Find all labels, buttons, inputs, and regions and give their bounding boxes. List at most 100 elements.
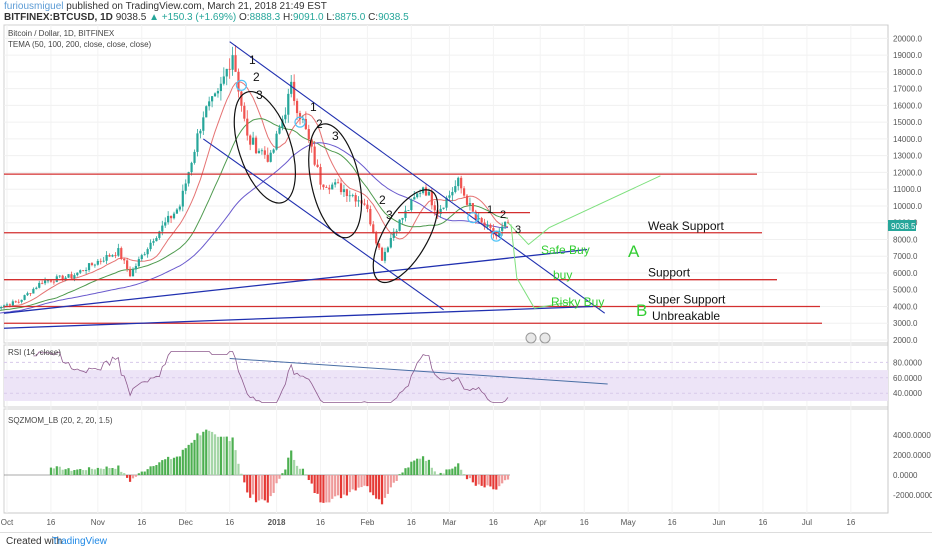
time-tick-label: Apr <box>534 518 547 527</box>
price-tick-label: 13000.0 <box>893 152 922 161</box>
candle-body <box>35 287 38 289</box>
sqz-bar <box>310 475 313 484</box>
time-tick-label: 16 <box>316 518 325 527</box>
time-tick-label: Nov <box>91 518 105 527</box>
point-a-label: A <box>628 242 640 261</box>
rsi-tick-label: 80.0000 <box>893 358 922 367</box>
sqz-bar <box>99 468 102 475</box>
sqz-bar <box>492 475 495 490</box>
candle-body <box>506 221 510 223</box>
wave-ellipse <box>372 189 439 284</box>
candle-body <box>448 195 451 198</box>
rsi-tick-label: 40.0000 <box>893 389 922 398</box>
candle-body <box>231 55 234 70</box>
close-label: C: <box>368 12 379 23</box>
candle-body <box>284 114 287 120</box>
sqz-bar <box>360 475 363 488</box>
candle-body <box>87 263 91 271</box>
sqz-bar <box>257 475 261 501</box>
publish-line: furiousmiguel published on TradingView.c… <box>4 1 327 12</box>
sqz-bar <box>208 430 211 475</box>
sqz-bar <box>448 469 451 475</box>
sqz-bar <box>348 475 351 493</box>
candle-body <box>413 197 416 200</box>
candle-body <box>196 133 199 152</box>
sqz-bar <box>401 472 404 475</box>
candle-body <box>181 190 184 207</box>
high-label: H: <box>282 12 293 23</box>
candle-body <box>161 225 164 232</box>
sqz-bar <box>495 475 498 490</box>
sqz-bar <box>313 475 316 494</box>
sqz-bar <box>205 429 208 475</box>
candle-body <box>460 177 463 189</box>
wave-3c-label: 3 <box>386 208 393 222</box>
wave-marker-circle <box>490 230 502 242</box>
price-tick-label: 20000.0 <box>893 34 922 43</box>
candle-body <box>351 195 354 196</box>
time-tick-label: May <box>621 518 636 527</box>
projection-path-a <box>507 175 661 246</box>
sqz-bar <box>354 475 357 491</box>
candle-body <box>243 105 246 119</box>
candle-body <box>465 195 469 205</box>
sqz-bar <box>123 473 126 475</box>
sqz-bar <box>164 459 167 475</box>
time-tick-label: 2018 <box>268 518 286 527</box>
candle-body <box>404 210 407 218</box>
chart-canvas[interactable]: Weak Support Support Super Support Unbreaka… <box>0 0 932 532</box>
event-flag-us-2-icon[interactable] <box>539 332 551 344</box>
candle-body <box>14 301 17 303</box>
wave-count-labels: 1 2 3 1 2 3 2 3 1 2 3 <box>249 53 521 236</box>
risky-buy-label: Risky Buy <box>551 295 604 309</box>
sqz-bar <box>260 475 264 500</box>
sqz-bar <box>369 475 372 493</box>
level-label: Unbreakable <box>652 309 720 323</box>
last-price-marker: 9038.5 <box>888 220 916 231</box>
candle-body <box>234 55 237 72</box>
candle-body <box>252 137 255 145</box>
candle-body <box>336 182 340 184</box>
sqz-pane-title: SQZMOM_LB (20, 2, 20, 1.5) <box>8 416 113 425</box>
sqz-bar <box>87 467 91 475</box>
sqz-bar <box>439 472 442 475</box>
sqz-bar <box>272 475 275 493</box>
sqz-bar <box>357 475 360 488</box>
candle-body <box>29 293 32 294</box>
sqz-tick-label: -2000.0000 <box>893 491 932 500</box>
sqz-pane-border <box>3 408 889 514</box>
sqz-bar <box>228 441 231 475</box>
sqz-bar <box>281 473 284 475</box>
rsi-tick-label: 60.0000 <box>893 374 922 383</box>
sqz-bar <box>460 469 463 475</box>
sqz-bar <box>413 460 416 475</box>
created-with-text: Created with <box>6 536 63 547</box>
candle-body <box>152 241 155 243</box>
sqz-bar <box>501 475 504 484</box>
author-name[interactable]: furiousmiguel <box>4 1 64 12</box>
candle-body <box>419 192 422 194</box>
candle-body <box>149 242 152 250</box>
sqz-bar <box>392 475 395 483</box>
sqz-bar <box>105 466 108 475</box>
sqz-bar <box>328 475 331 503</box>
candle-body <box>93 264 96 266</box>
sqz-bar <box>457 463 460 475</box>
candle-body <box>307 129 310 140</box>
sqz-bar <box>216 436 220 475</box>
candle-body <box>23 295 26 300</box>
tradingview-logo[interactable]: TradingView <box>52 536 108 547</box>
price-tick-label: 19000.0 <box>893 51 922 60</box>
sqz-bar <box>172 457 176 475</box>
sqz-bar <box>120 471 123 475</box>
event-flags[interactable] <box>525 332 551 344</box>
candle-body <box>498 230 501 237</box>
candle-body <box>348 195 351 197</box>
sqz-bar <box>219 436 222 475</box>
channel-lower-line <box>202 138 444 311</box>
sqz-bar <box>480 475 483 486</box>
candle-body <box>178 206 181 210</box>
event-flag-us-icon[interactable] <box>525 332 537 344</box>
candle-body <box>380 247 384 261</box>
candle-body <box>123 258 126 261</box>
